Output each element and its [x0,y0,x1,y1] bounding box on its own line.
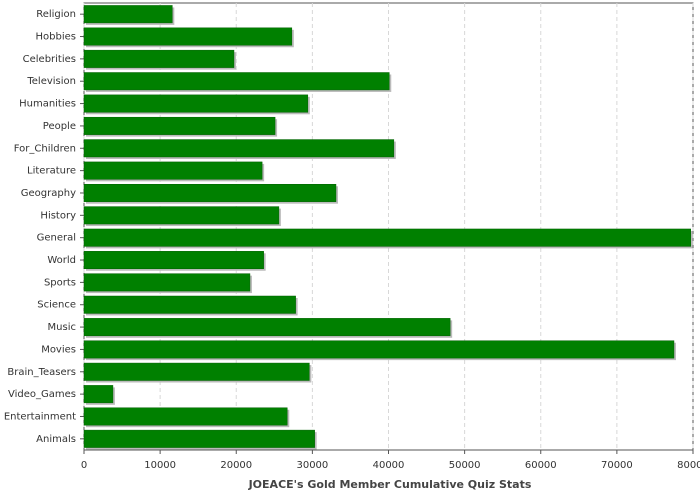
x-tick-label: 20000 [220,460,252,471]
bar [83,27,293,46]
y-tick-label: Television [26,76,76,87]
bar [83,206,280,225]
bar [83,295,296,314]
bar [83,362,310,381]
bar [83,429,315,448]
y-tick-label: Music [48,322,76,333]
y-tick-label: Movies [41,344,76,355]
y-tick-label: People [43,121,76,132]
bar [83,273,251,292]
x-tick-label: 80000 [677,460,700,471]
x-axis-label: JOEACE's Gold Member Cumulative Quiz Sta… [248,478,532,491]
bar [83,184,337,202]
bar [83,407,288,426]
bar [83,228,691,247]
bar [83,139,395,158]
x-tick-label: 60000 [525,460,557,471]
y-tick-label: World [47,255,76,266]
y-tick-label: Celebrities [23,54,76,65]
y-tick-label: Hobbies [36,32,76,43]
y-tick-label: Brain_Teasers [7,367,76,378]
y-tick-label: Literature [27,166,76,177]
bar [83,94,309,113]
y-tick-label: Religion [36,9,76,20]
y-tick-label: Sports [44,277,76,288]
bar [83,385,114,404]
y-tick-label: General [37,233,76,244]
bar [83,5,173,24]
y-tick-label: Geography [21,188,76,199]
y-tick-label: Video_Games [8,389,76,400]
bar [83,49,235,68]
bar [83,161,263,180]
bar [83,251,264,269]
y-tick-label: For_Children [14,143,76,154]
x-tick-label: 50000 [449,460,481,471]
x-tick-label: 40000 [373,460,405,471]
bar [83,318,451,337]
x-tick-label: 0 [81,460,87,471]
y-tick-label: Science [37,300,76,311]
x-tick-label: 70000 [601,460,633,471]
bar [83,72,390,91]
x-tick-label: 10000 [144,460,176,471]
y-tick-label: Animals [36,434,76,445]
y-tick-label: History [40,210,76,221]
bar [83,116,276,135]
bar [83,340,675,359]
y-tick-label: Entertainment [4,411,76,422]
y-tick-label: Humanities [19,99,76,110]
x-tick-label: 30000 [296,460,328,471]
